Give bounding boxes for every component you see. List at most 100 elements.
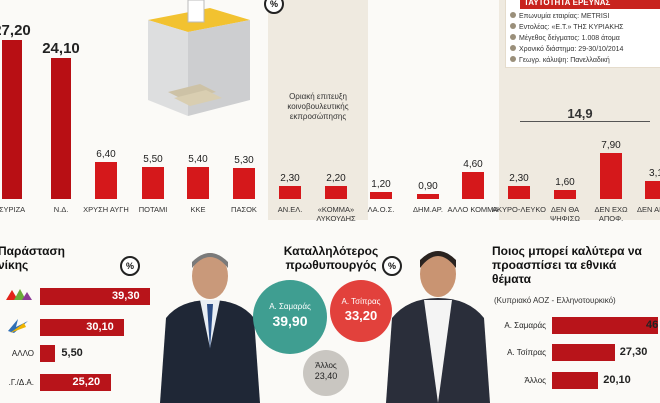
threshold-note: Οριακή επιτευξη κοινοβουλευτικής εκπροσώ… bbox=[287, 92, 349, 121]
bar-11 bbox=[508, 185, 530, 199]
samaras-name: Α. Σαμαράς bbox=[269, 302, 311, 311]
bar-value-label: 3,1 bbox=[649, 167, 660, 179]
bar-category-label: ΔΕΝ ΘΑ ΨΗΦΙΣΩ bbox=[550, 205, 580, 223]
bar-category-label: ΠΟΤΑΜΙ bbox=[138, 205, 168, 214]
issues-bar-2 bbox=[552, 372, 599, 389]
bullet-icon bbox=[510, 34, 516, 40]
issues-category-label: Άλλος bbox=[524, 376, 546, 385]
bar-value-label: 24,10 bbox=[42, 40, 80, 58]
bullet-icon bbox=[510, 45, 516, 51]
other-circle: Άλλος 23,40 bbox=[303, 350, 349, 396]
issues-value-label: 46 bbox=[646, 319, 659, 331]
bar-value-label: 1,20 bbox=[371, 178, 391, 190]
bar-value-label: 27,20 bbox=[0, 22, 31, 40]
bar-12 bbox=[554, 189, 576, 199]
bar-8 bbox=[370, 191, 392, 199]
issues-bar-0 bbox=[552, 317, 658, 334]
victory-bar-3 bbox=[40, 374, 111, 391]
survey-info-row: Μέγεθος δείγματος: 1.008 άτομα bbox=[510, 34, 620, 42]
best-pm-title: Καταλληλότερος πρωθυπουργός bbox=[283, 244, 379, 272]
bar-4 bbox=[187, 167, 209, 199]
tsipras-name: Α. Τσίπρας bbox=[341, 297, 381, 306]
victory-category-label: ΑΛΛΟ bbox=[11, 349, 34, 358]
bar-value-label: 7,90 bbox=[601, 139, 621, 151]
bar-value-label: 0,90 bbox=[418, 180, 438, 192]
bar-9 bbox=[417, 193, 439, 199]
threshold-shade bbox=[268, 0, 368, 220]
tsipras-photo bbox=[386, 251, 490, 403]
ballot-box-illustration bbox=[148, 0, 250, 116]
bar-value-label: 1,60 bbox=[555, 176, 575, 188]
bar-value-label: 6,40 bbox=[96, 148, 116, 160]
bar-category-label: ΧΡΥΣΗ ΑΥΓΗ bbox=[83, 205, 129, 214]
bar-14 bbox=[645, 180, 660, 199]
survey-info-row: Χρονικό διάστημα: 29-30/10/2014 bbox=[510, 45, 623, 53]
survey-info-row: Επωνυμία εταιρίας: METRISI bbox=[510, 12, 609, 20]
victory-bar-0 bbox=[40, 288, 151, 305]
bar-category-label: ΑΚΥΡΟ-ΛΕΥΚΟ bbox=[492, 205, 546, 214]
victory-bar-2 bbox=[40, 345, 56, 362]
samaras-value: 39,90 bbox=[272, 313, 308, 329]
survey-info-header: ΤΑΥΤΟΤΗΤΑ ΕΡΕΥΝΑΣ bbox=[520, 0, 660, 9]
samaras-circle: Α. Σαμαράς 39,90 bbox=[253, 280, 327, 354]
bar-value-label: 2,30 bbox=[280, 172, 300, 184]
bar-0 bbox=[2, 40, 22, 199]
nd-logo bbox=[4, 317, 34, 335]
bar-category-label: ΔΗΜ.ΑΡ. bbox=[413, 205, 443, 214]
bar-2 bbox=[95, 161, 117, 199]
bar-5 bbox=[233, 168, 255, 199]
bullet-icon bbox=[510, 23, 516, 29]
tsipras-circle: Α. Τσίπρας 33,20 bbox=[330, 280, 392, 342]
victory-bar-1 bbox=[40, 319, 125, 336]
bar-value-label: 5,40 bbox=[188, 154, 208, 166]
bar-value-label: 5,30 bbox=[234, 155, 254, 167]
bar-1 bbox=[51, 58, 71, 199]
victory-value-label: 25,20 bbox=[72, 376, 101, 388]
national-issues-subtitle: (Κυπριακό ΑΟΖ - Ελληνοτουρκικό) bbox=[494, 296, 616, 305]
survey-info-row: Εντολέας: «Ε.Τ.» ΤΗΣ ΚΥΡΙΑΚΗΣ bbox=[510, 23, 623, 31]
percent-badge-victory: % bbox=[120, 256, 140, 276]
bar-category-label: Ν.Δ. bbox=[53, 205, 69, 214]
bar-category-label: ΛΑ.Ο.Σ. bbox=[367, 205, 395, 214]
issues-category-label: Α. Σαμαράς bbox=[504, 321, 546, 330]
bar-category-label: ΠΑΣΟΚ bbox=[231, 205, 257, 214]
bar-category-label: ΣΥΡΙΖΑ bbox=[0, 205, 26, 214]
victory-category-label: .Γ./Δ.Α. bbox=[8, 378, 34, 387]
syriza-logo bbox=[4, 286, 34, 304]
bar-category-label: ΚΚΕ bbox=[190, 205, 206, 214]
tsipras-value: 33,20 bbox=[344, 308, 378, 323]
survey-info-box: ΤΑΥΤΟΤΗΤΑ ΕΡΕΥΝΑΣ Επωνυμία εταιρίας: MET… bbox=[505, 0, 660, 68]
bar-category-label: ΔΕΝ ΕΧΩ ΑΠΟΦ. bbox=[594, 205, 628, 223]
victory-value-label: 5,50 bbox=[61, 347, 83, 359]
bar-13 bbox=[600, 152, 622, 199]
issues-category-label: Α. Τσίπρας bbox=[507, 348, 546, 357]
bar-value-label: 2,30 bbox=[509, 172, 529, 184]
national-issues-title: Ποιος μπορεί καλύτερα να προασπίσει τα ε… bbox=[492, 244, 642, 286]
other-value: 23,40 bbox=[314, 371, 338, 381]
bar-category-label: ΔΕΝ ΑΠΑΝ bbox=[637, 205, 660, 214]
bar-10 bbox=[462, 172, 484, 199]
victory-expectation-title: Παράσταση νίκης bbox=[0, 244, 65, 272]
undecided-divider bbox=[520, 121, 650, 122]
percent-badge-pm: % bbox=[382, 256, 402, 276]
bar-3 bbox=[142, 166, 164, 199]
bar-value-label: 4,60 bbox=[463, 159, 483, 171]
survey-info-row: Γεωγρ. κάλυψη: Πανελλαδική bbox=[510, 56, 610, 64]
victory-value-label: 39,30 bbox=[112, 290, 140, 302]
bar-value-label: 2,20 bbox=[326, 173, 346, 185]
bar-value-label: 5,50 bbox=[143, 153, 163, 165]
bullet-icon bbox=[510, 56, 516, 62]
issues-value-label: 27,30 bbox=[619, 346, 648, 358]
percent-badge-main: % bbox=[264, 0, 284, 14]
bar-6 bbox=[279, 185, 301, 199]
issues-value-label: 20,10 bbox=[603, 374, 631, 386]
bar-category-label: ΑΝ.ΕΛ. bbox=[277, 205, 303, 214]
samaras-photo bbox=[160, 253, 260, 403]
bullet-icon bbox=[510, 12, 516, 18]
bar-category-label: ΑΛΛΟ ΚΟΜΜΑ bbox=[447, 205, 499, 214]
undecided-total: 14,9 bbox=[567, 106, 593, 121]
other-name: Άλλος bbox=[315, 361, 337, 370]
bar-7 bbox=[325, 186, 347, 199]
bar-category-label: «ΚΟΜΜΑ» ΛΥΚΟΥΔΗΣ bbox=[316, 205, 356, 223]
